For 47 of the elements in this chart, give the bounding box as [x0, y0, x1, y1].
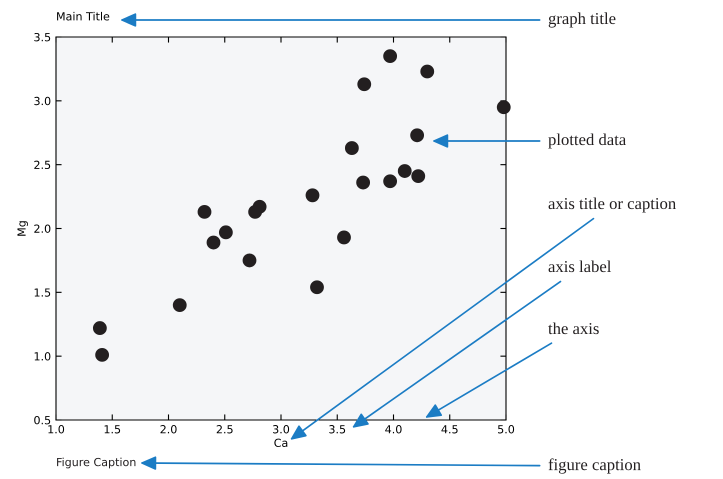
- point: [383, 49, 398, 64]
- text: Figure Caption: [57, 458, 136, 468]
- y-tick-label: 2.0: [34, 224, 50, 233]
- point: [218, 225, 233, 240]
- x-tick-label: 5.0: [498, 425, 514, 434]
- x-tick-label: 3.5: [329, 425, 346, 434]
- text: axis title or caption: [548, 197, 676, 213]
- y-axis-title: Mg: [18, 221, 28, 236]
- point: [420, 64, 434, 78]
- point: [496, 100, 511, 114]
- x-tick-label: 1.0: [48, 425, 64, 434]
- text: plotted data: [548, 133, 626, 149]
- point: [242, 254, 256, 268]
- x-tick-label: 3.0: [273, 425, 290, 434]
- point: [306, 188, 320, 202]
- x-axis-title: Ca: [274, 438, 288, 447]
- point: [337, 230, 351, 244]
- point: [206, 236, 220, 250]
- y-tick-label: 1.5: [34, 288, 50, 297]
- point: [357, 77, 372, 92]
- point: [344, 141, 359, 155]
- x-tick-label: 2.0: [160, 425, 177, 434]
- chart-title: Main Title: [57, 12, 110, 20]
- point: [410, 128, 424, 142]
- y-tick-label: 3.5: [34, 32, 50, 42]
- point: [411, 169, 426, 184]
- point: [356, 176, 370, 190]
- text: the axis: [548, 322, 599, 334]
- point: [172, 298, 187, 312]
- text: axis label: [548, 260, 612, 272]
- point: [198, 204, 212, 219]
- x-tick-label: 1.5: [104, 425, 120, 434]
- y-tick-label: 0.5: [34, 416, 50, 424]
- point: [252, 200, 267, 214]
- point: [398, 164, 412, 178]
- x-tick-label: 4.0: [385, 425, 402, 434]
- y-tick-label: 1.0: [34, 352, 50, 361]
- x-tick-label: 2.5: [216, 425, 233, 434]
- y-tick-label: 3.0: [34, 96, 50, 106]
- point: [95, 348, 110, 362]
- text: figure caption: [548, 458, 641, 474]
- point: [92, 321, 107, 335]
- x-tick-label: 4.5: [441, 425, 458, 434]
- point: [310, 280, 324, 294]
- text: graph title: [548, 12, 616, 28]
- point: [383, 174, 398, 188]
- y-tick-label: 2.5: [34, 160, 50, 170]
